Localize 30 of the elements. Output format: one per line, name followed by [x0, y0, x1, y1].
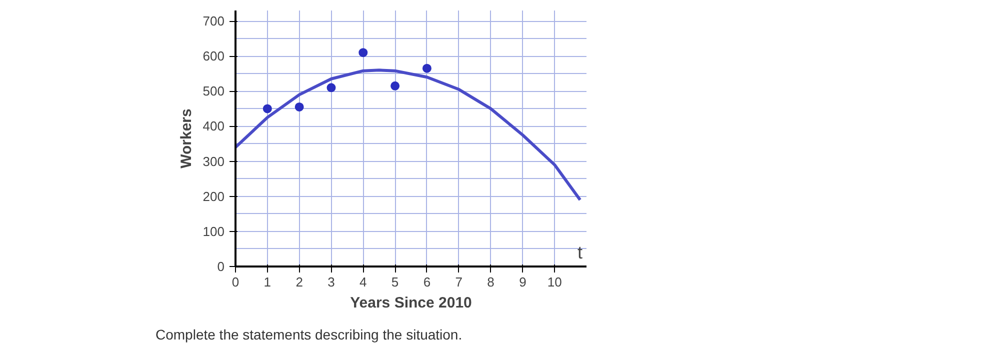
y-tick-label: 200	[202, 188, 225, 204]
point	[358, 48, 368, 58]
x-tick-label: 0	[232, 274, 240, 290]
y-tick-label: 700	[202, 14, 225, 29]
x-tick-label: 8	[487, 274, 494, 290]
y-tick-label: 600	[202, 48, 225, 64]
y-tick-label: 500	[202, 84, 225, 99]
x-tick-label: 5	[391, 274, 399, 290]
annotation: t	[578, 242, 583, 262]
x-tick-label: 3	[328, 274, 335, 290]
y-tick-label: 400	[202, 118, 225, 134]
y-tick-label: 100	[202, 224, 225, 239]
x-tick-label: 10	[547, 274, 562, 290]
point	[390, 81, 400, 90]
line-series	[236, 68, 582, 202]
x-tick-label: 4	[360, 274, 367, 290]
y-tick-label: 300	[202, 154, 225, 169]
x-tick-label: 9	[519, 274, 526, 290]
y-tick-label: 0	[217, 259, 225, 274]
point	[422, 64, 432, 73]
x-tick-label: 7	[455, 274, 462, 290]
point	[326, 83, 336, 92]
y-axis-title: Workers	[178, 108, 195, 168]
point	[294, 102, 304, 112]
x-tick-label: 2	[296, 274, 303, 290]
text: Complete the statements describing the situation.	[156, 326, 462, 342]
x-tick-label: 6	[423, 274, 431, 290]
x-axis-title: Years Since 2010	[350, 294, 472, 312]
point	[262, 104, 272, 114]
x-tick-label: 1	[264, 274, 272, 290]
